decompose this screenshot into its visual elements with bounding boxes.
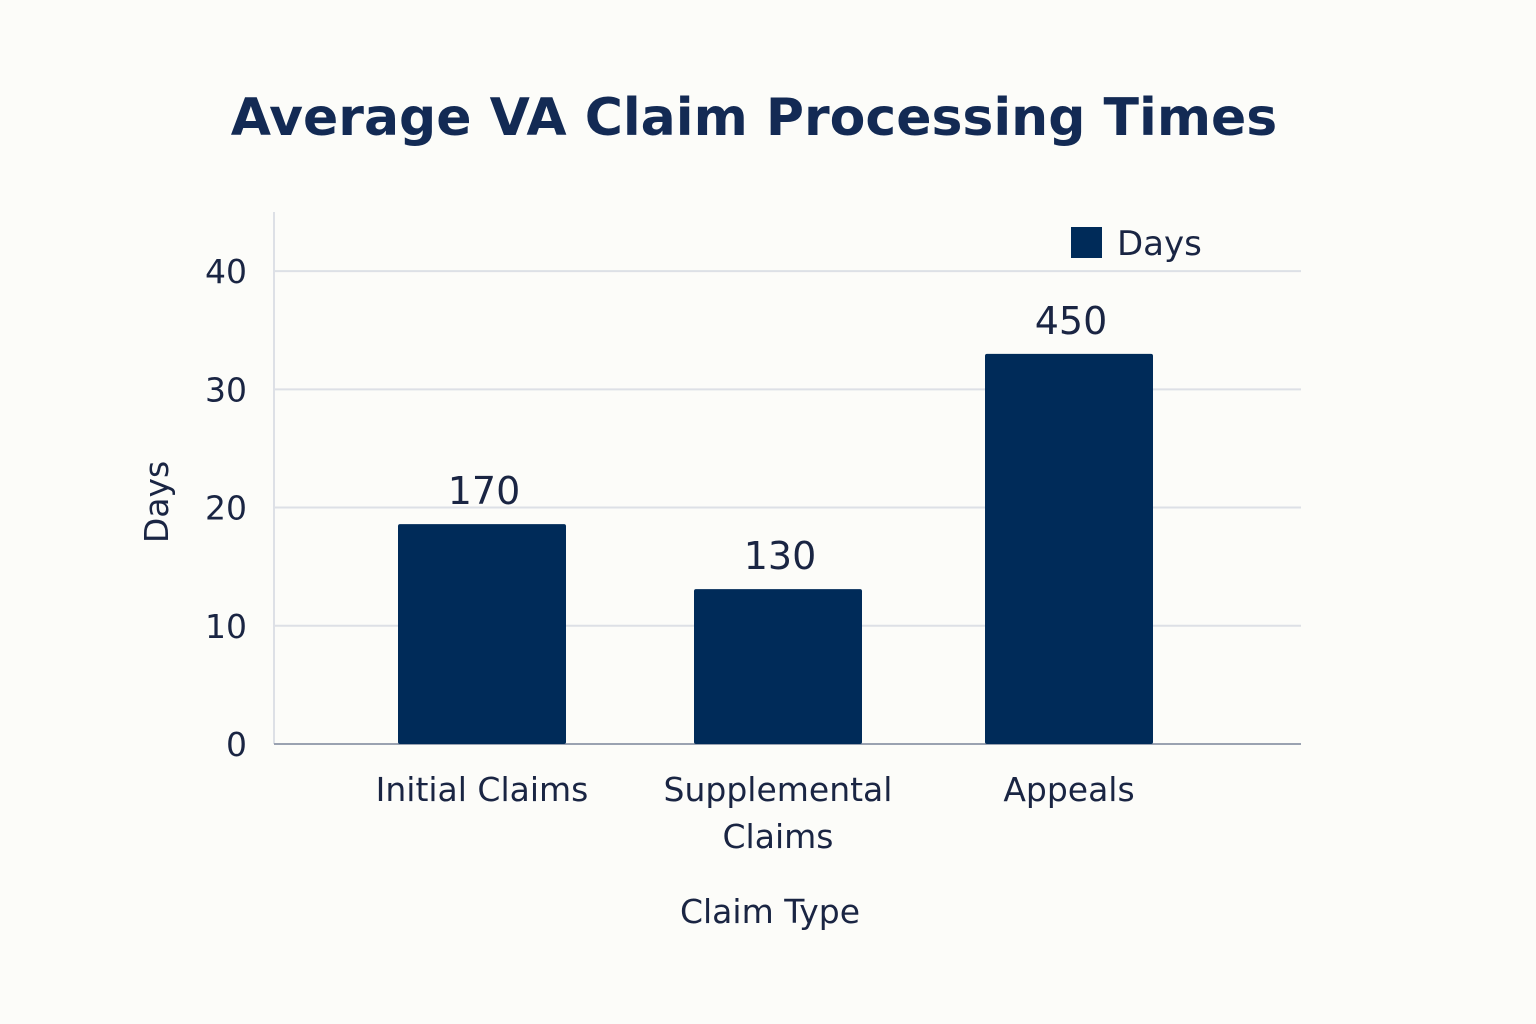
y-tick-label: 30 bbox=[205, 370, 247, 409]
y-axis-label: Days bbox=[137, 461, 176, 543]
x-axis-label: Claim Type bbox=[680, 892, 860, 931]
data-label: 450 bbox=[1035, 299, 1108, 343]
x-tick-label: Initial Claims bbox=[376, 770, 589, 809]
bars bbox=[398, 353, 1153, 744]
bar bbox=[398, 524, 566, 744]
legend: Days bbox=[1071, 224, 1202, 264]
legend-swatch bbox=[1071, 227, 1102, 258]
bar bbox=[985, 353, 1153, 744]
bar bbox=[694, 589, 862, 744]
y-tick-label: 0 bbox=[226, 725, 247, 764]
y-tick-label: 40 bbox=[205, 252, 247, 291]
labels: 0 10 20 30 40 170 130 450 Initial Claims Suppleme… bbox=[205, 252, 1135, 856]
x-tick-label: Supplemental Claims bbox=[664, 770, 893, 856]
data-label: 130 bbox=[744, 534, 817, 578]
chart-title: Average VA Claim Processing Times bbox=[231, 88, 1277, 148]
legend-label: Days bbox=[1117, 224, 1202, 264]
y-tick-label: 10 bbox=[205, 607, 247, 646]
y-tick-label: 20 bbox=[205, 489, 247, 528]
x-tick-label: Appeals bbox=[1003, 770, 1134, 809]
data-label: 170 bbox=[448, 469, 521, 513]
